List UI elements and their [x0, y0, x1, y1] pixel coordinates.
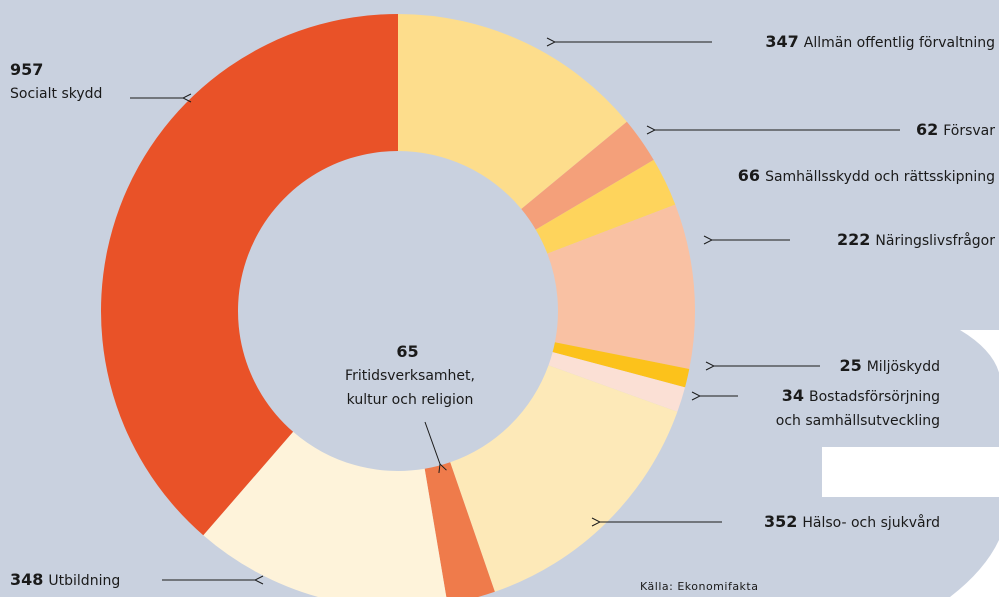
label-name: Näringslivsfrågor: [875, 233, 995, 249]
label-value: 957: [10, 60, 44, 79]
label-name: Socialt skydd: [10, 86, 103, 102]
arrow: [424, 421, 440, 464]
label-name: Samhällsskydd och rättsskipning: [765, 169, 995, 185]
label: 222 Näringslivsfrågor: [745, 228, 995, 253]
label: 25 Miljöskydd: [740, 354, 940, 379]
label: 957 Socialt skydd: [10, 58, 210, 106]
arrows: [130, 42, 900, 580]
label-name: Bostadsförsörjning och samhällsutvecklin…: [775, 389, 940, 429]
label-value: 62: [915, 120, 939, 139]
label-name: Allmän offentlig förvaltning: [803, 35, 995, 51]
label: 62 Försvar: [795, 118, 995, 143]
label: 66 Samhällsskydd och rättsskipning: [595, 164, 995, 189]
label-value: 222: [837, 230, 871, 249]
label: 352 Hälso- och sjukvård: [690, 510, 940, 535]
label-value: 66: [737, 166, 761, 185]
segment: [203, 431, 447, 597]
segment: [552, 342, 690, 388]
label-name: Försvar: [943, 123, 995, 139]
label-name: Hälso- och sjukvård: [802, 515, 940, 531]
segment: [521, 121, 654, 230]
segment: [535, 159, 676, 254]
label-value: 65: [396, 342, 419, 361]
decor: [950, 540, 999, 597]
decor: [960, 330, 999, 400]
label: 347 Allmän offentlig förvaltning: [595, 30, 995, 55]
label: 348 Utbildning: [10, 568, 210, 593]
label-value: 348: [10, 570, 44, 589]
segment: [548, 352, 686, 412]
decor: [822, 447, 999, 497]
segment: [398, 14, 627, 210]
segment: [424, 462, 495, 597]
segment: [101, 14, 398, 536]
label-name: Utbildning: [48, 573, 121, 589]
label-name: Miljöskydd: [866, 359, 940, 375]
label: 34 Bostadsförsörjning och samhällsutveckl…: [762, 384, 940, 433]
segment: [450, 365, 678, 592]
segments: [101, 14, 695, 597]
label-name: Fritidsverksamhet, kultur och religion: [345, 368, 475, 408]
label-value: 34: [781, 386, 804, 405]
source: Källa: Ekonomifakta: [640, 580, 759, 593]
label-value: 352: [763, 512, 798, 531]
label-value: 25: [839, 356, 862, 375]
label-value: 347: [765, 32, 799, 51]
segment: [547, 204, 695, 369]
label: 65 Fritidsverksamhet, kultur och religion: [330, 340, 490, 412]
